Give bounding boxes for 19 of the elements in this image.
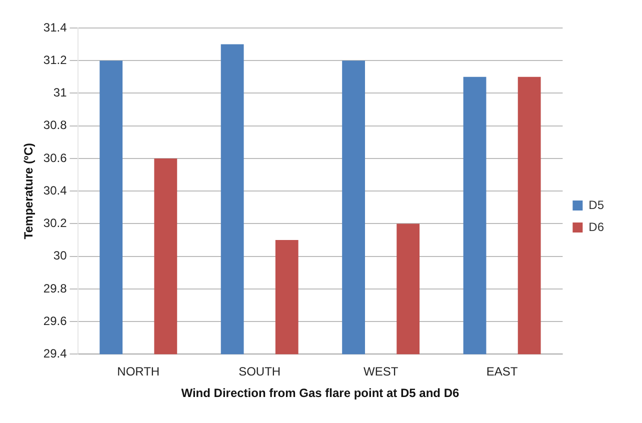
y-tick-label: 30.2 <box>43 216 68 230</box>
legend-label: D6 <box>588 220 604 234</box>
y-tick-label: 30.6 <box>43 150 68 165</box>
y-tick-label: 30 <box>53 248 68 263</box>
x-tick-label: NORTH <box>117 364 160 379</box>
y-tick-label: 29.4 <box>43 346 68 361</box>
x-tick-label: EAST <box>486 364 518 379</box>
y-tick-label: 29.8 <box>43 281 68 296</box>
y-tick-label: 30.8 <box>43 118 68 132</box>
x-tick-label: WEST <box>363 364 399 379</box>
y-tick-label: 30.4 <box>43 183 68 198</box>
y-axis-title: Temperature (ºC) <box>22 143 36 240</box>
x-axis-title: Wind Direction from Gas flare point at D5 and D6 <box>181 386 460 400</box>
legend-label: D5 <box>588 198 604 212</box>
x-tick-label: SOUTH <box>238 364 281 379</box>
y-tick-label: 31.4 <box>43 20 68 34</box>
y-tick-label: 29.6 <box>43 314 68 328</box>
y-tick-label: 31.2 <box>43 52 68 67</box>
y-tick-label: 31 <box>53 86 68 100</box>
